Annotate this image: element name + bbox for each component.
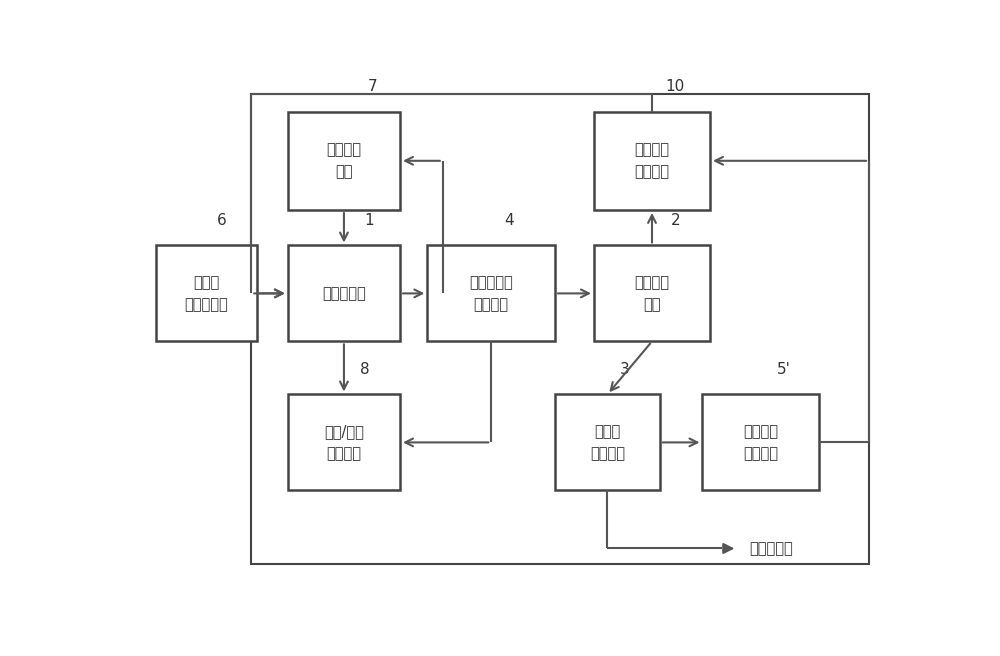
Text: 含氧有机物: 含氧有机物 — [749, 541, 793, 556]
Bar — [555, 394, 660, 491]
Bar — [251, 94, 869, 564]
Text: 生物发酵
单元: 生物发酵 单元 — [635, 275, 670, 312]
Text: 发酵液
分离单元: 发酵液 分离单元 — [590, 424, 625, 461]
Bar — [594, 112, 710, 210]
Text: 1: 1 — [364, 213, 374, 228]
Text: 7: 7 — [368, 79, 378, 94]
Text: 煤气化单元: 煤气化单元 — [322, 286, 366, 301]
Text: 10: 10 — [666, 79, 685, 94]
Bar — [156, 245, 257, 341]
Bar — [594, 245, 710, 341]
Text: 5': 5' — [777, 361, 791, 377]
Bar — [288, 245, 400, 341]
Bar — [702, 394, 819, 491]
Text: 固废/废水
处理单元: 固废/废水 处理单元 — [324, 424, 364, 461]
Text: 含菌残液
处理单元: 含菌残液 处理单元 — [743, 424, 778, 461]
Bar — [427, 245, 555, 341]
Bar — [288, 394, 400, 491]
Text: 二氧化碳
单元: 二氧化碳 单元 — [326, 142, 361, 179]
Text: 2: 2 — [670, 213, 680, 228]
Text: 8: 8 — [360, 361, 370, 377]
Text: 发酵原料气
纯化单元: 发酵原料气 纯化单元 — [469, 275, 513, 312]
Text: 6: 6 — [217, 213, 227, 228]
Bar — [288, 112, 400, 210]
Text: 4: 4 — [504, 213, 513, 228]
Text: 3: 3 — [620, 361, 630, 377]
Text: 发酵尾气
处理单元: 发酵尾气 处理单元 — [635, 142, 670, 179]
Text: 原料煤
预处理单元: 原料煤 预处理单元 — [184, 275, 228, 312]
